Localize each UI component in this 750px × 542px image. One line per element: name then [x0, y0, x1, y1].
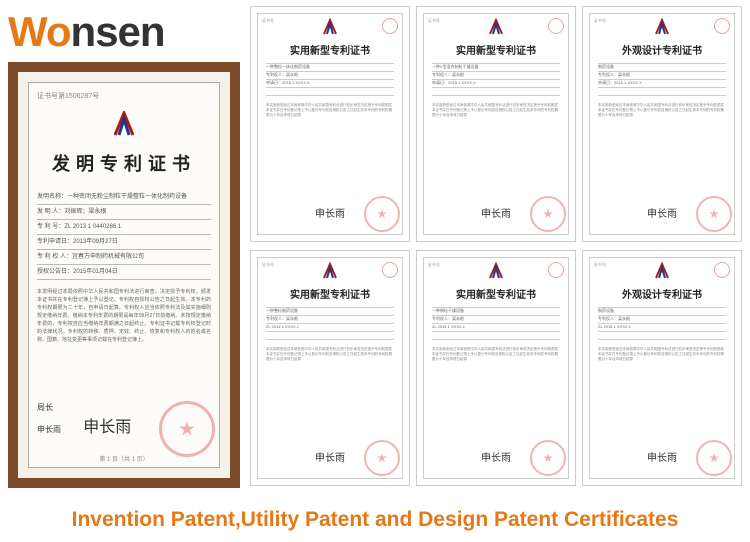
cert-footer: 第 1 页（共 1 页） — [99, 454, 148, 463]
small-cert-emblem — [320, 18, 340, 36]
small-cert-seal — [696, 440, 732, 476]
small-cert-title: 实用新型专利证书 — [428, 42, 564, 57]
small-cert-inner: 证书号 实用新型专利证书 一种V型混合制粒干燥设备 专利权人：梁永根 申请日：2… — [423, 13, 569, 235]
small-cert-inner: 证书号 实用新型专利证书 一种制粒干燥设备 专利权人：梁永根 ZL 2015 1… — [423, 257, 569, 479]
brand-logo: Wonsen — [8, 8, 165, 56]
small-cert-title: 外观设计专利证书 — [594, 286, 730, 301]
small-cert-num: 证书号 — [262, 18, 274, 24]
main-certificate-inner: 证书号第1506287号 发明专利证书 发明名称：一种密闭无粉尘制粒干燥整粒一体… — [28, 82, 220, 468]
small-cert-num: 证书号 — [428, 262, 440, 268]
small-certificate: 证书号 外观设计专利证书 制药设备 专利权人：梁永根 ZL 2015 1 XXX… — [582, 250, 742, 486]
small-cert-body: 制药设备 专利权人：梁永根 ZL 2015 1 XXXX.1 本实用新型经过本局… — [594, 307, 730, 362]
cert-details: 发明名称：一种密闭无粉尘制粒干燥整粒一体化制药设备 发 明 人：刘振辉；梁永根 … — [37, 190, 211, 280]
small-cert-stamp — [714, 18, 730, 34]
cert-row: 专 利 号：ZL 2013 1 0440286.1 — [37, 220, 211, 235]
cert-title: 发明专利证书 — [37, 150, 211, 176]
small-cert-body: 制药设备 专利权人：梁永根 申请日：2015.1.XXXX.X 本实用新型经过本… — [594, 63, 730, 118]
cert-paragraph: 本发明经过本局依照中华人民共和国专利法进行审查，决定授予专利权，颁发本证书并在专… — [37, 288, 211, 344]
cert-row: 专利申请日：2013年09月27日 — [37, 235, 211, 250]
small-cert-emblem — [486, 18, 506, 36]
patent-emblem — [37, 111, 211, 142]
logo-w: W — [8, 8, 46, 55]
small-cert-stamp — [382, 18, 398, 34]
small-cert-seal — [530, 196, 566, 232]
cert-row: 授权公告日：2015年01月04日 — [37, 265, 211, 280]
cert-number: 证书号第1506287号 — [37, 91, 211, 101]
small-cert-seal — [530, 440, 566, 476]
caption: Invention Patent,Utility Patent and Desi… — [0, 508, 750, 532]
small-cert-sig: 申长雨 — [315, 449, 345, 464]
small-cert-stamp — [714, 262, 730, 278]
small-cert-sig: 申长雨 — [315, 205, 345, 220]
cert-row: 发 明 人：刘振辉；梁永根 — [37, 205, 211, 220]
small-certificate: 证书号 实用新型专利证书 一种制粒干燥设备 专利权人：梁永根 ZL 2015 1… — [416, 250, 576, 486]
main-certificate: 证书号第1506287号 发明专利证书 发明名称：一种密闭无粉尘制粒干燥整粒一体… — [8, 62, 240, 488]
small-cert-body: 一种制粒干燥设备 专利权人：梁永根 ZL 2015 1 XXXX.1 本实用新型… — [428, 307, 564, 362]
small-cert-title: 实用新型专利证书 — [262, 42, 398, 57]
small-cert-seal — [696, 196, 732, 232]
small-certificate: 证书号 外观设计专利证书 制药设备 专利权人：梁永根 申请日：2015.1.XX… — [582, 6, 742, 242]
small-cert-title: 实用新型专利证书 — [262, 286, 398, 301]
small-cert-inner: 证书号 实用新型专利证书 一种整粒一体化制药设备 专利权人：梁永根 申请日：20… — [257, 13, 403, 235]
small-cert-sig: 申长雨 — [481, 449, 511, 464]
sig-label: 局长 — [37, 403, 53, 412]
official-seal — [159, 401, 215, 457]
small-cert-emblem — [652, 262, 672, 280]
small-cert-emblem — [652, 18, 672, 36]
small-certificate: 证书号 实用新型专利证书 一种整粒一体化制药设备 专利权人：梁永根 申请日：20… — [250, 6, 410, 242]
small-cert-num: 证书号 — [262, 262, 274, 268]
small-cert-stamp — [382, 262, 398, 278]
small-cert-title: 外观设计专利证书 — [594, 42, 730, 57]
small-cert-emblem — [320, 262, 340, 280]
cert-row: 发明名称：一种密闭无粉尘制粒干燥整粒一体化制药设备 — [37, 190, 211, 205]
sig-sub: 申长雨 — [37, 425, 61, 434]
cert-row: 专 利 权 人：宜春万申制药机械有限公司 — [37, 250, 211, 265]
small-cert-num: 证书号 — [594, 18, 606, 24]
small-cert-sig: 申长雨 — [647, 205, 677, 220]
small-cert-title: 实用新型专利证书 — [428, 286, 564, 301]
signature: 申长雨 — [83, 419, 131, 436]
small-cert-num: 证书号 — [428, 18, 440, 24]
small-cert-num: 证书号 — [594, 262, 606, 268]
small-cert-inner: 证书号 外观设计专利证书 制药设备 专利权人：梁永根 申请日：2015.1.XX… — [589, 13, 735, 235]
small-cert-emblem — [486, 262, 506, 280]
small-cert-sig: 申长雨 — [647, 449, 677, 464]
small-certificate: 证书号 实用新型专利证书 一种整粒制药设备 专利权人：梁永根 ZL 2015 1… — [250, 250, 410, 486]
small-cert-body: 一种整粒制药设备 专利权人：梁永根 ZL 2015 1 XXXX.1 本实用新型… — [262, 307, 398, 362]
logo-rest: nsen — [71, 8, 165, 55]
small-cert-stamp — [548, 18, 564, 34]
small-cert-body: 一种整粒一体化制药设备 专利权人：梁永根 申请日：2015.1.XXXX.X 本… — [262, 63, 398, 118]
small-cert-seal — [364, 196, 400, 232]
cert-signature-block: 局长 申长雨 申长雨 — [37, 402, 131, 437]
small-cert-inner: 证书号 实用新型专利证书 一种整粒制药设备 专利权人：梁永根 ZL 2015 1… — [257, 257, 403, 479]
small-cert-seal — [364, 440, 400, 476]
small-cert-sig: 申长雨 — [481, 205, 511, 220]
small-cert-body: 一种V型混合制粒干燥设备 专利权人：梁永根 申请日：2015.1.XXXX.X … — [428, 63, 564, 118]
logo-o: o — [46, 8, 71, 55]
small-cert-stamp — [548, 262, 564, 278]
small-cert-inner: 证书号 外观设计专利证书 制药设备 专利权人：梁永根 ZL 2015 1 XXX… — [589, 257, 735, 479]
small-certificate: 证书号 实用新型专利证书 一种V型混合制粒干燥设备 专利权人：梁永根 申请日：2… — [416, 6, 576, 242]
